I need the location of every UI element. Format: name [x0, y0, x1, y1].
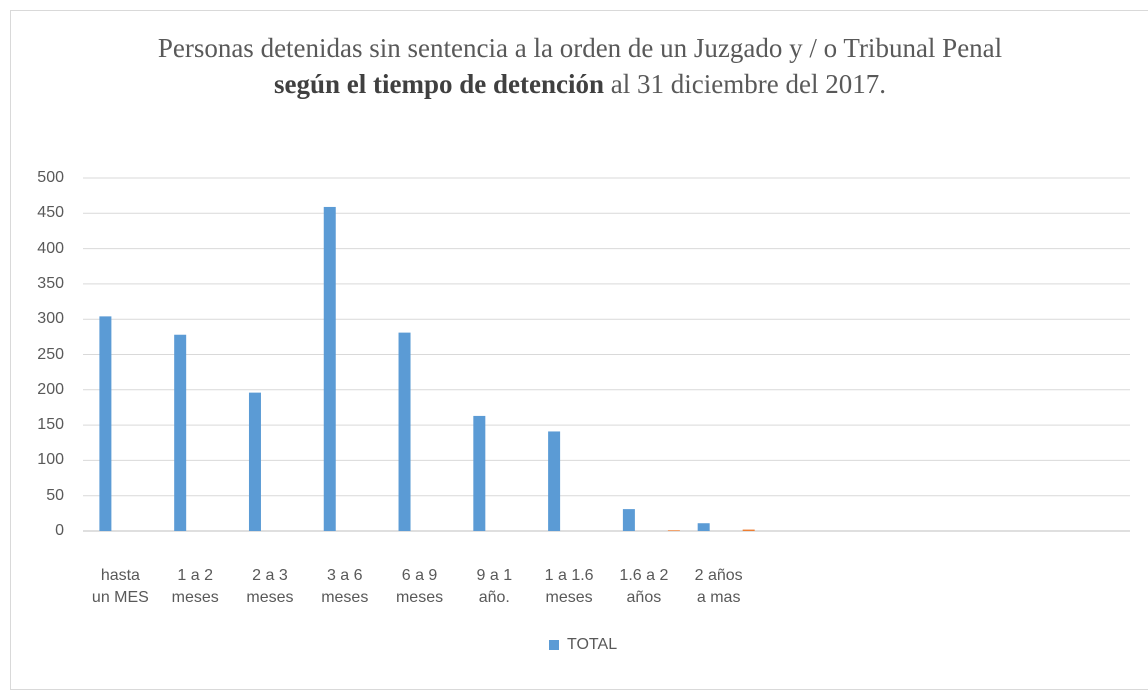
- bar: [548, 431, 561, 531]
- bar: [742, 529, 755, 531]
- y-tick-label: 250: [37, 345, 64, 363]
- y-tick-label: 500: [37, 169, 64, 186]
- bar: [323, 206, 336, 532]
- x-tick-label: 2 a 3 meses: [246, 567, 294, 606]
- title-run: Personas detenidas sin sentencia a la or…: [157, 33, 1003, 63]
- bar: [622, 509, 635, 531]
- legend-label: TOTAL: [567, 636, 618, 653]
- x-tick-label: hasta un MES: [91, 567, 149, 606]
- y-tick-label: 50: [46, 486, 64, 504]
- bar: [667, 530, 680, 531]
- x-tick-label: 2 años a mas: [694, 567, 743, 606]
- y-tick-label: 150: [37, 416, 64, 434]
- y-tick-label: 350: [37, 274, 64, 292]
- bar: [174, 334, 187, 531]
- y-tick-label: 100: [37, 451, 64, 469]
- legend-swatch: [549, 640, 559, 650]
- bar: [473, 415, 486, 531]
- title-run: al 31 diciembre del 2017.: [604, 69, 886, 99]
- bar: [398, 332, 411, 531]
- y-tick-label: 200: [37, 380, 64, 398]
- x-tick-label: 6 a 9 meses: [395, 567, 444, 606]
- x-tick-label: 9 a 1 año.: [476, 567, 513, 606]
- bar: [99, 316, 112, 531]
- y-tick-label: 450: [37, 204, 64, 222]
- bar: [248, 392, 261, 531]
- y-tick-label: 400: [37, 239, 64, 257]
- x-tick-label: 1 a 1.6 meses: [544, 567, 594, 606]
- title-run: según el tiempo de detención: [274, 69, 605, 99]
- bar: [697, 523, 710, 531]
- x-tick-label: 1.6 a 2 años: [619, 567, 669, 606]
- y-tick-label: 0: [55, 522, 64, 539]
- x-tick-label: 3 a 6 meses: [321, 567, 369, 606]
- chart-title: Personas detenidas sin sentencia a la or…: [150, 30, 1010, 102]
- x-tick-label: 1 a 2 meses: [171, 567, 219, 606]
- y-tick-label: 300: [37, 310, 64, 328]
